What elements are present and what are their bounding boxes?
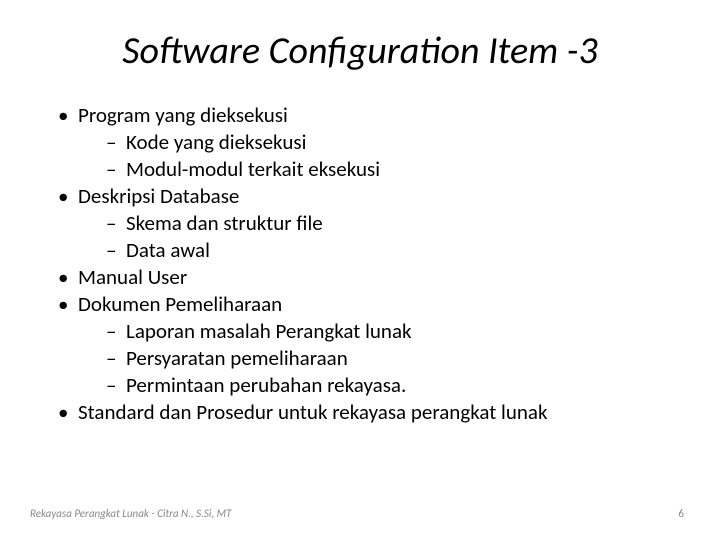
list-item: Dokumen Pemeliharaan Laporan masalah Per… [58, 291, 680, 399]
list-item-label: Modul-modul terkait eksekusi [126, 156, 380, 182]
list-item-label: Dokumen Pemeliharaan [78, 291, 282, 317]
list-item: Kode yang dieksekusi [106, 129, 680, 156]
list-item-label: Data awal [126, 237, 210, 263]
slide-content: Program yang dieksekusi Kode yang diekse… [40, 102, 680, 426]
list-item: Manual User [58, 264, 680, 291]
sub-list: Kode yang dieksekusi Modul-modul terkait… [78, 129, 680, 183]
sub-list: Laporan masalah Perangkat lunak Persyara… [78, 318, 680, 399]
list-item-label: Deskripsi Database [78, 183, 239, 209]
list-item-label: Permintaan perubahan rekayasa. [126, 372, 406, 398]
list-item-label: Standard dan Prosedur untuk rekayasa per… [78, 399, 548, 425]
slide-title: Software Configuration Item -3 [40, 28, 680, 74]
footer-left: Rekayasa Perangkat Lunak - Citra N., S.S… [30, 507, 231, 520]
list-item: Program yang dieksekusi Kode yang diekse… [58, 102, 680, 183]
list-item: Persyaratan pemeliharaan [106, 345, 680, 372]
list-item: Skema dan struktur file [106, 210, 680, 237]
list-item: Deskripsi Database Skema dan struktur fi… [58, 183, 680, 264]
list-item: Standard dan Prosedur untuk rekayasa per… [58, 399, 680, 426]
list-item: Laporan masalah Perangkat lunak [106, 318, 680, 345]
slide: Software Configuration Item -3 Program y… [0, 0, 720, 540]
bullet-list: Program yang dieksekusi Kode yang diekse… [40, 102, 680, 426]
list-item: Modul-modul terkait eksekusi [106, 156, 680, 183]
list-item-label: Skema dan struktur file [126, 210, 323, 236]
slide-number: 6 [678, 507, 684, 520]
list-item-label: Laporan masalah Perangkat lunak [126, 318, 412, 344]
list-item-label: Persyaratan pemeliharaan [126, 345, 348, 371]
list-item-label: Kode yang dieksekusi [126, 129, 306, 155]
list-item-label: Manual User [78, 264, 187, 290]
list-item: Permintaan perubahan rekayasa. [106, 372, 680, 399]
list-item-label: Program yang dieksekusi [78, 102, 288, 128]
sub-list: Skema dan struktur file Data awal [78, 210, 680, 264]
list-item: Data awal [106, 237, 680, 264]
